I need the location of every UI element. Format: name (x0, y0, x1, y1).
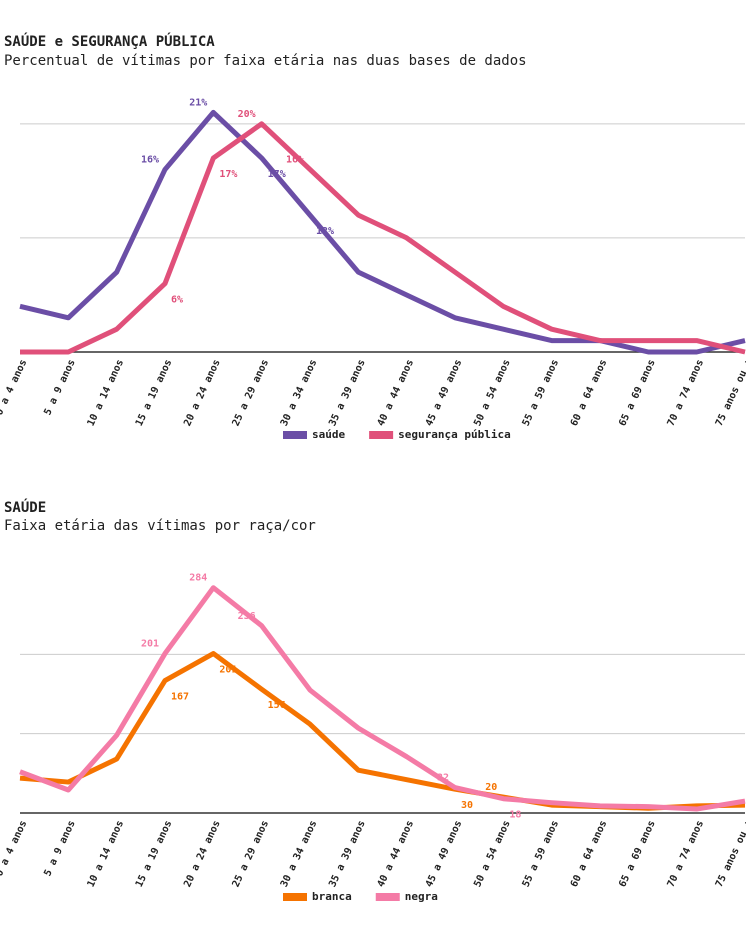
data-label: 201 (141, 639, 159, 650)
x-tick-label: 75 anos ou + (714, 819, 746, 889)
x-tick-label: 70 a 74 anos (666, 819, 707, 889)
data-label: 201 (219, 665, 237, 676)
x-tick-label: 15 a 19 anos (134, 819, 175, 889)
x-tick-label: 60 a 64 anos (569, 358, 610, 428)
x-tick-label: 70 a 74 anos (666, 358, 707, 428)
legend-swatch (369, 431, 394, 439)
series-line (19, 109, 746, 355)
series-line (19, 651, 746, 811)
data-label: 6% (171, 295, 183, 306)
x-tick-label: 30 a 34 anos (279, 358, 320, 428)
series-line (19, 585, 746, 812)
x-tick-label: 35 a 39 anos (327, 819, 368, 889)
x-tick-label: 20 a 24 anos (182, 819, 223, 889)
x-tick-label: 40 a 44 anos (376, 819, 417, 889)
legend-label: branca (312, 890, 352, 903)
x-tick-label: 65 a 69 anos (617, 819, 658, 889)
chart-title: SAÚDE e SEGURANÇA PÚBLICA (4, 32, 215, 50)
chart-subtitle: Percentual de vítimas por faixa etária n… (4, 53, 527, 69)
x-tick-label: 55 a 59 anos (521, 358, 562, 428)
data-label: 17% (268, 169, 286, 180)
legend-swatch (375, 893, 400, 901)
data-label: 284 (189, 573, 207, 584)
x-tick-label: 75 anos ou + (714, 358, 746, 428)
x-tick-label: 50 a 54 anos (472, 819, 513, 889)
x-tick-label: 20 a 24 anos (182, 358, 223, 428)
x-tick-label: 65 a 69 anos (617, 358, 658, 428)
data-label: 30 (461, 800, 473, 811)
series-line (20, 121, 746, 355)
x-tick-label: 15 a 19 anos (134, 358, 175, 428)
legend-label: saúde (312, 428, 345, 441)
x-tick-label: 5 a 9 anos (42, 358, 77, 417)
data-label: 236 (238, 611, 256, 622)
data-label: 156 (268, 700, 286, 711)
x-tick-label: 45 a 49 anos (424, 358, 465, 428)
data-label: 32 (437, 773, 449, 784)
x-tick-label: 40 a 44 anos (376, 358, 417, 428)
x-tick-label: 45 a 49 anos (424, 819, 465, 889)
legend-swatch (283, 893, 307, 901)
x-tick-label: 25 a 29 anos (231, 358, 272, 428)
x-tick-label: 30 a 34 anos (279, 819, 320, 889)
data-label: 16% (141, 154, 159, 165)
data-label: 20 (485, 782, 497, 793)
data-label: 12% (316, 226, 334, 237)
chart-title: SAÚDE (4, 498, 46, 516)
x-tick-label: 10 a 14 anos (86, 819, 127, 889)
data-label: 17% (219, 169, 237, 180)
legend-label: negra (405, 890, 438, 903)
x-tick-label: 25 a 29 anos (231, 819, 272, 889)
x-tick-label: 60 a 64 anos (569, 819, 610, 889)
chart-subtitle: Faixa etária das vítimas por raça/cor (4, 518, 316, 534)
x-tick-label: 0 a 4 anos (0, 819, 29, 878)
data-label: 16% (286, 154, 304, 165)
x-tick-label: 5 a 9 anos (42, 819, 77, 878)
data-label: 21% (189, 97, 207, 108)
legend-swatch (283, 431, 307, 439)
data-label: 167 (171, 692, 189, 703)
legend-label: segurança pública (398, 428, 511, 441)
x-tick-label: 55 a 59 anos (521, 819, 562, 889)
x-tick-label: 35 a 39 anos (327, 358, 368, 428)
x-tick-label: 0 a 4 anos (0, 358, 29, 417)
data-label: 18 (509, 810, 521, 821)
x-tick-label: 50 a 54 anos (472, 358, 513, 428)
data-label: 20% (238, 109, 256, 120)
x-tick-label: 10 a 14 anos (86, 358, 127, 428)
